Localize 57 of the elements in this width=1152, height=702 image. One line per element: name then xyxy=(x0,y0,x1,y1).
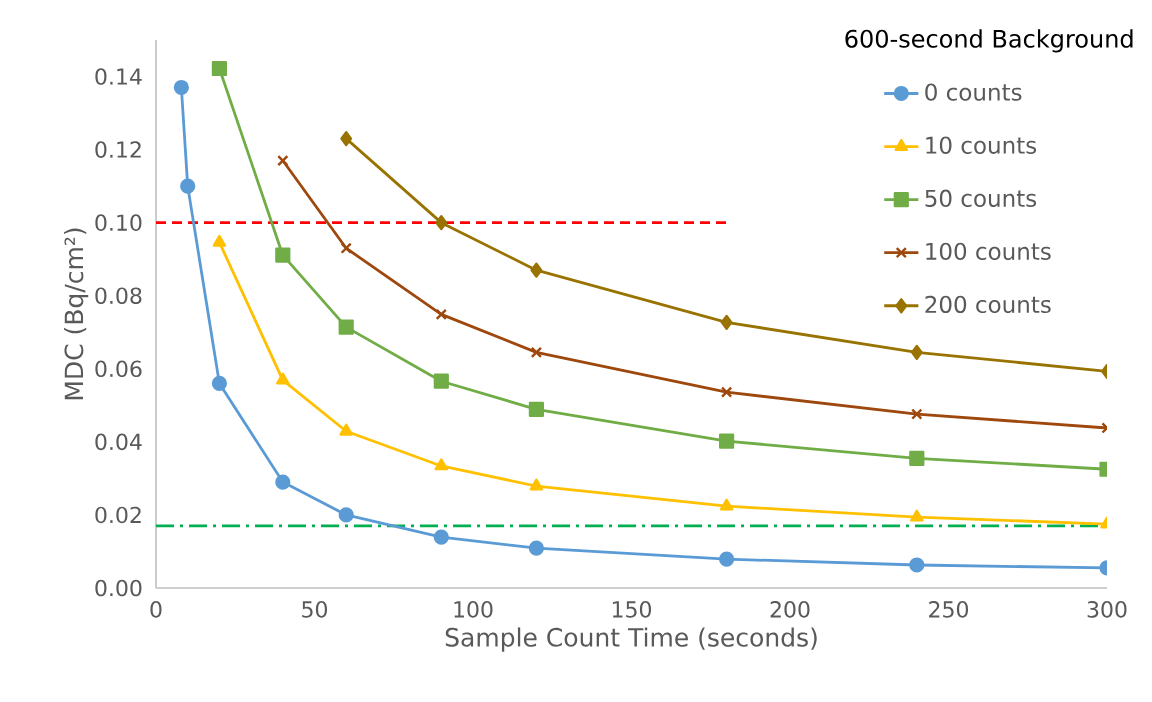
point xyxy=(910,509,924,522)
point xyxy=(719,551,735,567)
y-tick-label: 0.04 xyxy=(95,433,142,451)
point xyxy=(911,408,923,420)
x-tick-label: 0 xyxy=(150,601,162,618)
point xyxy=(528,401,544,417)
point xyxy=(433,529,449,545)
point xyxy=(276,372,290,385)
point xyxy=(435,308,448,321)
point xyxy=(275,247,291,263)
x-tick-label: 300 xyxy=(1087,601,1127,618)
x-tick-label: 100 xyxy=(454,601,493,618)
point xyxy=(435,215,448,231)
point xyxy=(530,346,543,359)
point xyxy=(910,344,923,360)
point xyxy=(340,242,352,254)
y-tick-label: 0.08 xyxy=(95,287,142,305)
point xyxy=(277,154,289,167)
point xyxy=(719,433,735,449)
point xyxy=(434,458,449,471)
y-tick-label: 0.12 xyxy=(95,141,141,158)
y-tick-label: 0.06 xyxy=(95,360,142,378)
x-tick-label: 50 xyxy=(302,601,328,618)
point xyxy=(338,507,354,523)
point xyxy=(720,314,733,330)
y-tick-label: 0.10 xyxy=(95,214,142,231)
x-axis-title: Sample Count Time (seconds) xyxy=(445,627,817,652)
y-tick-label: 0.02 xyxy=(95,506,141,524)
legend-label: 200 counts xyxy=(925,295,1051,314)
point xyxy=(173,79,189,96)
point xyxy=(212,234,227,247)
point xyxy=(275,474,291,490)
point xyxy=(909,557,925,573)
y-tick-label: 0.14 xyxy=(95,68,142,85)
x-tick-label: 250 xyxy=(929,601,969,618)
point xyxy=(211,375,227,392)
x-tick-label: 150 xyxy=(612,601,652,618)
point xyxy=(720,386,733,398)
y-axis-title: MDC (Bq/cm²) xyxy=(64,228,89,400)
point xyxy=(180,178,196,194)
legend-label: 10 counts xyxy=(926,136,1037,154)
legend-label: 100 counts xyxy=(926,242,1051,261)
point xyxy=(719,498,734,511)
point xyxy=(530,262,543,278)
point xyxy=(339,423,353,436)
legend-title: 600-second Background xyxy=(845,29,1133,53)
point xyxy=(433,373,449,389)
point xyxy=(528,540,544,556)
point xyxy=(529,478,544,491)
point xyxy=(338,319,354,335)
point xyxy=(211,60,227,77)
legend-label: 0 counts xyxy=(925,83,1022,101)
point xyxy=(340,131,353,147)
x-tick-label: 200 xyxy=(770,601,810,618)
legend-label: 50 counts xyxy=(925,189,1037,207)
point xyxy=(909,450,925,466)
y-tick-label: 0.00 xyxy=(95,579,142,597)
